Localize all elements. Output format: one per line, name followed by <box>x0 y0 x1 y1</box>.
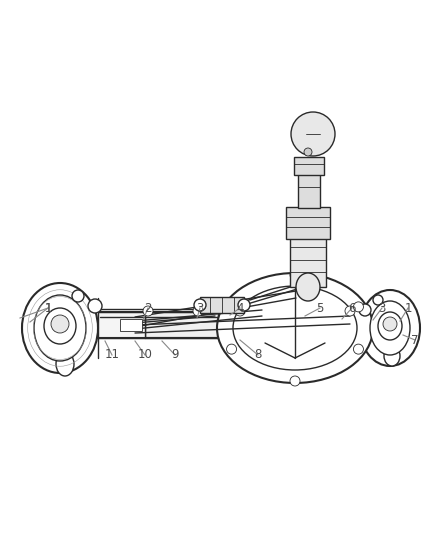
Text: 4: 4 <box>236 302 244 314</box>
Ellipse shape <box>88 299 102 313</box>
Ellipse shape <box>360 290 420 366</box>
Ellipse shape <box>44 308 76 344</box>
Text: 9: 9 <box>171 349 179 361</box>
Ellipse shape <box>378 312 402 340</box>
Ellipse shape <box>359 304 371 316</box>
Ellipse shape <box>194 299 206 311</box>
Ellipse shape <box>370 301 410 355</box>
Ellipse shape <box>34 295 86 361</box>
Polygon shape <box>365 312 375 338</box>
Text: 2: 2 <box>144 302 152 314</box>
Ellipse shape <box>290 376 300 386</box>
Text: 7: 7 <box>411 334 419 346</box>
Ellipse shape <box>226 302 237 312</box>
Text: 5: 5 <box>316 302 324 314</box>
Ellipse shape <box>384 346 400 366</box>
Ellipse shape <box>290 270 300 280</box>
Text: 1: 1 <box>44 302 52 314</box>
Ellipse shape <box>193 306 203 316</box>
Text: 3: 3 <box>196 302 204 314</box>
Ellipse shape <box>296 273 320 301</box>
Bar <box>200 297 244 313</box>
Text: 3: 3 <box>378 302 386 314</box>
Bar <box>294 157 324 175</box>
Text: 10: 10 <box>138 349 152 361</box>
Bar <box>218 312 220 338</box>
Ellipse shape <box>235 306 245 316</box>
Bar <box>145 312 400 338</box>
Ellipse shape <box>304 148 312 156</box>
Text: 6: 6 <box>348 302 356 314</box>
Ellipse shape <box>238 299 250 311</box>
Ellipse shape <box>345 306 355 316</box>
Ellipse shape <box>383 317 397 331</box>
Bar <box>365 312 370 338</box>
Ellipse shape <box>353 344 364 354</box>
Ellipse shape <box>72 290 84 302</box>
Text: 8: 8 <box>254 349 261 361</box>
Ellipse shape <box>373 295 383 305</box>
Text: 1: 1 <box>44 302 52 314</box>
Ellipse shape <box>51 315 69 333</box>
Ellipse shape <box>22 283 98 373</box>
Ellipse shape <box>143 306 153 316</box>
Ellipse shape <box>353 302 364 312</box>
Text: 1: 1 <box>404 302 412 314</box>
Bar <box>290 237 326 287</box>
Bar <box>298 172 320 208</box>
Ellipse shape <box>291 112 335 156</box>
Ellipse shape <box>233 286 357 370</box>
Ellipse shape <box>226 344 237 354</box>
Text: 11: 11 <box>105 349 120 361</box>
Ellipse shape <box>217 273 373 383</box>
Polygon shape <box>98 312 145 338</box>
Ellipse shape <box>56 352 74 376</box>
Bar <box>120 319 142 331</box>
Bar <box>286 207 330 239</box>
